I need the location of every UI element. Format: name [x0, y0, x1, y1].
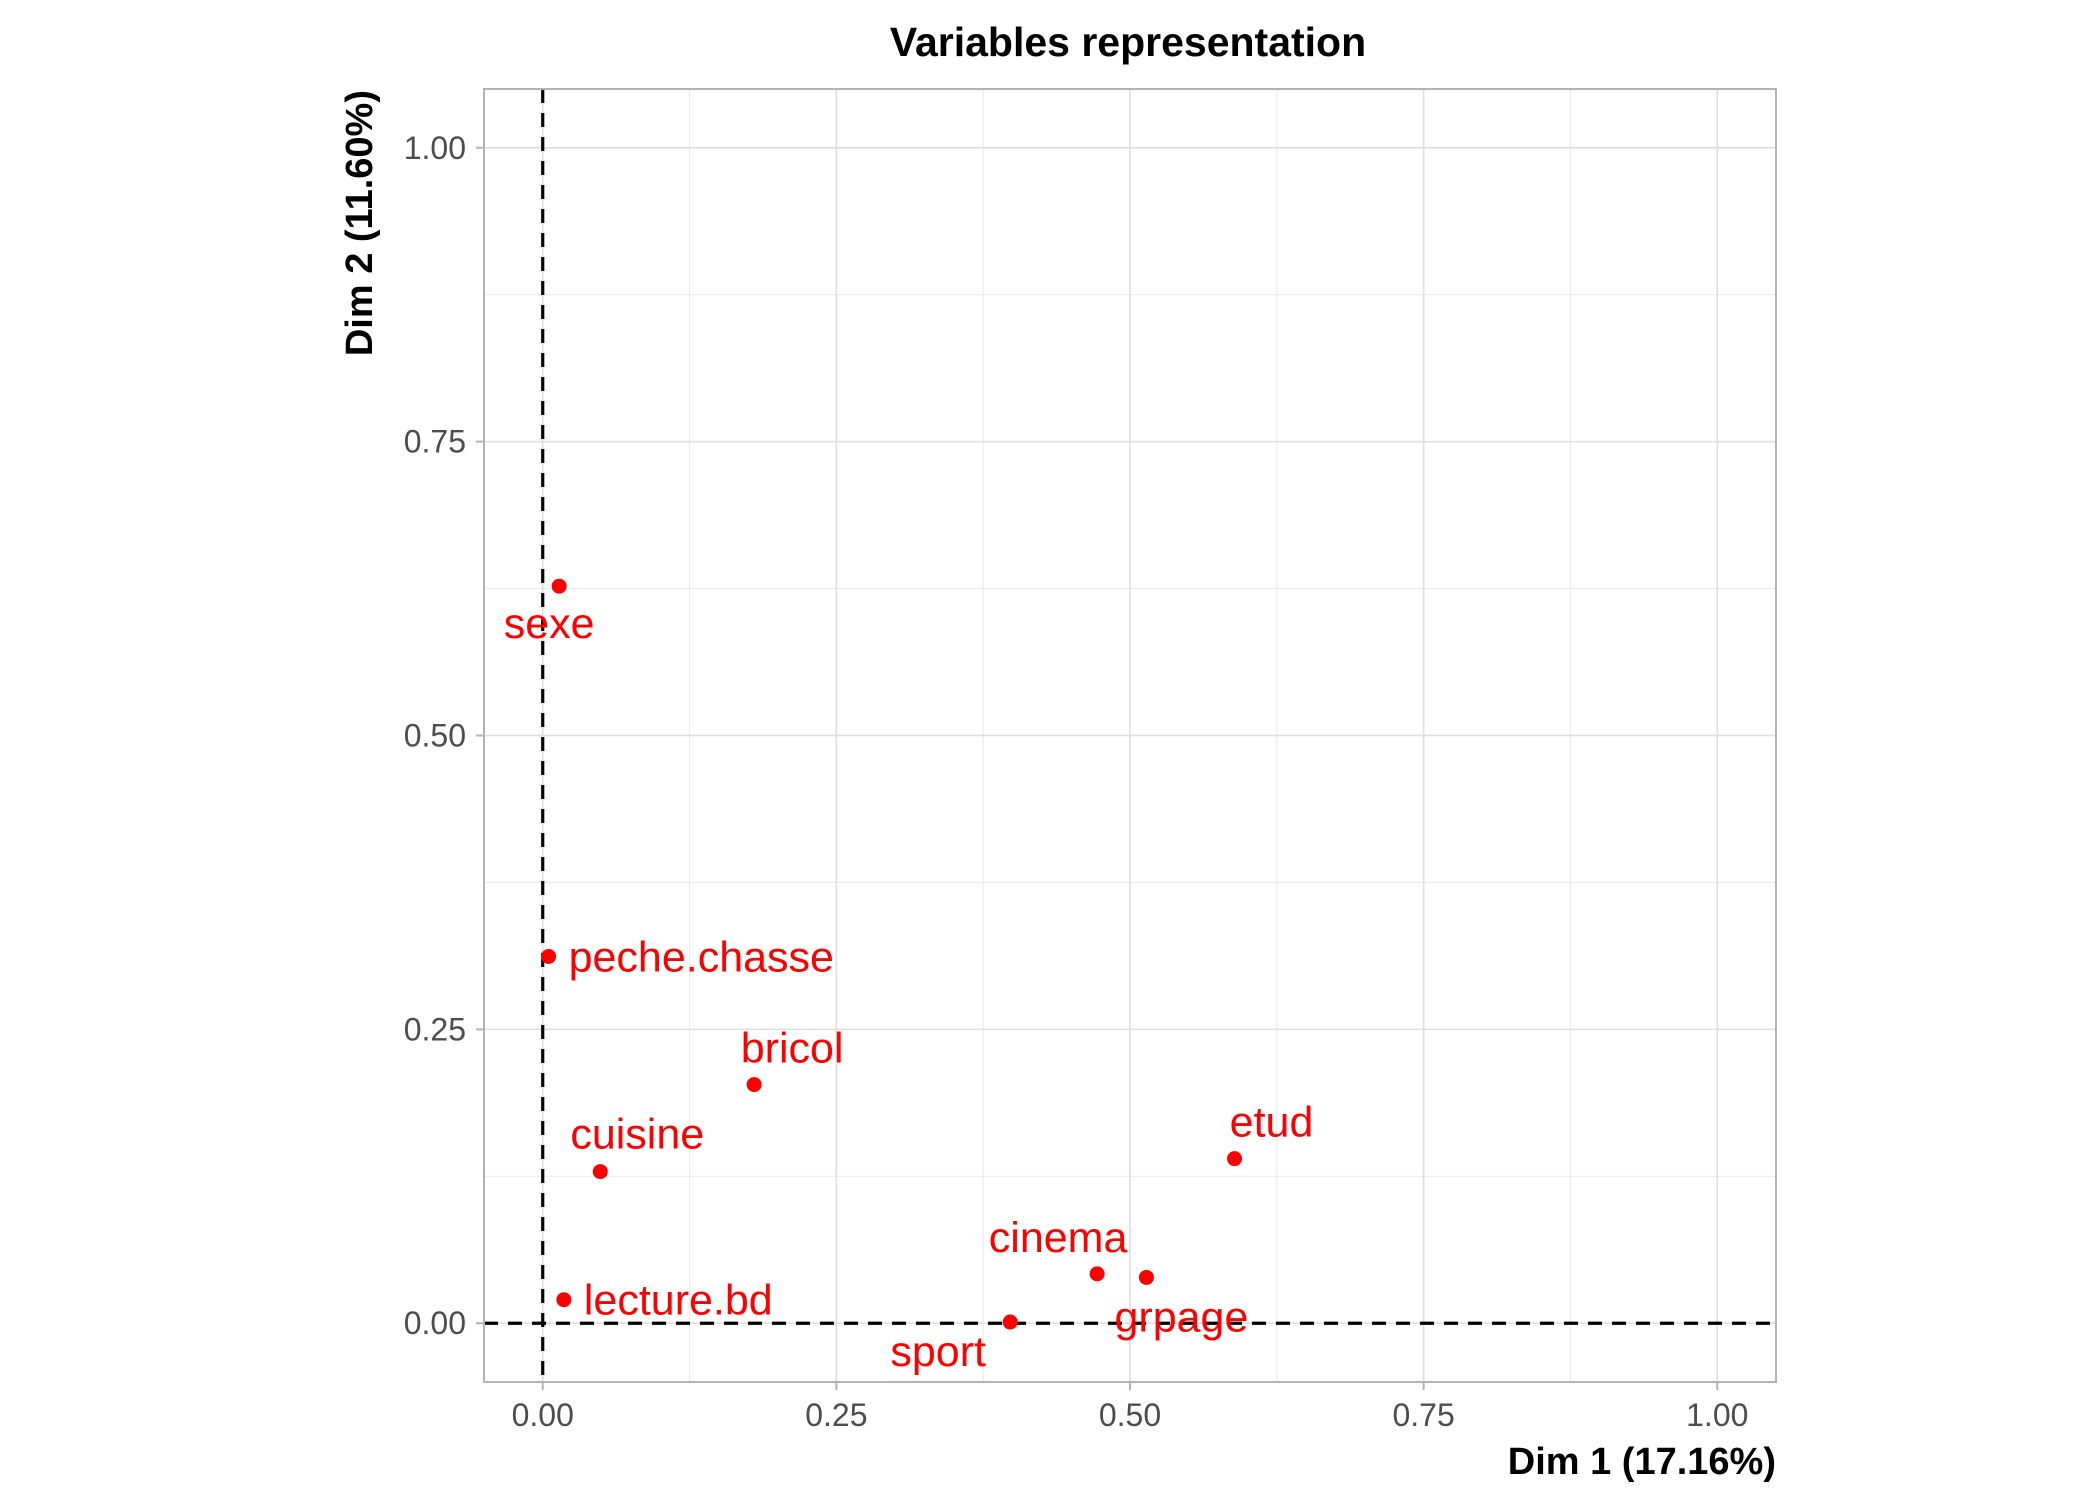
data-point-sexe — [551, 578, 567, 594]
x-tick-label: 0.25 — [805, 1397, 867, 1433]
y-axis-title: Dim 2 (11.60%) — [339, 90, 381, 356]
chart-title: Variables representation — [890, 19, 1366, 65]
point-label-cuisine: cuisine — [570, 1111, 704, 1159]
y-tick-label: 1.00 — [404, 130, 466, 166]
data-point-bricol — [746, 1077, 762, 1093]
point-label-cinema: cinema — [989, 1214, 1128, 1262]
point-label-lecture-bd: lecture.bd — [584, 1277, 773, 1325]
x-axis-title: Dim 1 (17.16%) — [1508, 1441, 1776, 1483]
data-point-peche-chasse — [541, 948, 557, 964]
point-label-etud: etud — [1230, 1099, 1314, 1147]
point-label-bricol: bricol — [741, 1025, 844, 1073]
data-points: sexe peche.chasse bricol cuisine lecture.bd e… — [504, 578, 1314, 1376]
data-point-sport — [1002, 1314, 1018, 1330]
data-point-cinema — [1089, 1266, 1105, 1282]
y-tick-label: 0.75 — [404, 424, 466, 460]
x-tick-label: 0.00 — [512, 1397, 574, 1433]
point-label-grpage: grpage — [1114, 1293, 1248, 1341]
point-label-peche-chasse: peche.chasse — [569, 933, 834, 981]
y-tick-label: 0.25 — [404, 1011, 466, 1047]
grid-lines — [484, 89, 1776, 1382]
data-point-grpage — [1138, 1269, 1154, 1285]
point-label-sport: sport — [890, 1328, 986, 1376]
data-point-cuisine — [592, 1164, 608, 1180]
data-point-lecture-bd — [556, 1292, 572, 1308]
y-tick-label: 0.50 — [404, 718, 466, 754]
point-label-sexe: sexe — [504, 600, 595, 648]
data-point-etud — [1227, 1151, 1243, 1167]
axis-ticks: 0.00 0.25 0.50 0.75 1.00 0.00 0.25 0.50 0.75 1.00 — [404, 130, 1749, 1433]
x-tick-label: 0.50 — [1099, 1397, 1161, 1433]
y-tick-label: 0.00 — [404, 1305, 466, 1341]
x-tick-label: 0.75 — [1392, 1397, 1454, 1433]
x-tick-label: 1.00 — [1686, 1397, 1748, 1433]
